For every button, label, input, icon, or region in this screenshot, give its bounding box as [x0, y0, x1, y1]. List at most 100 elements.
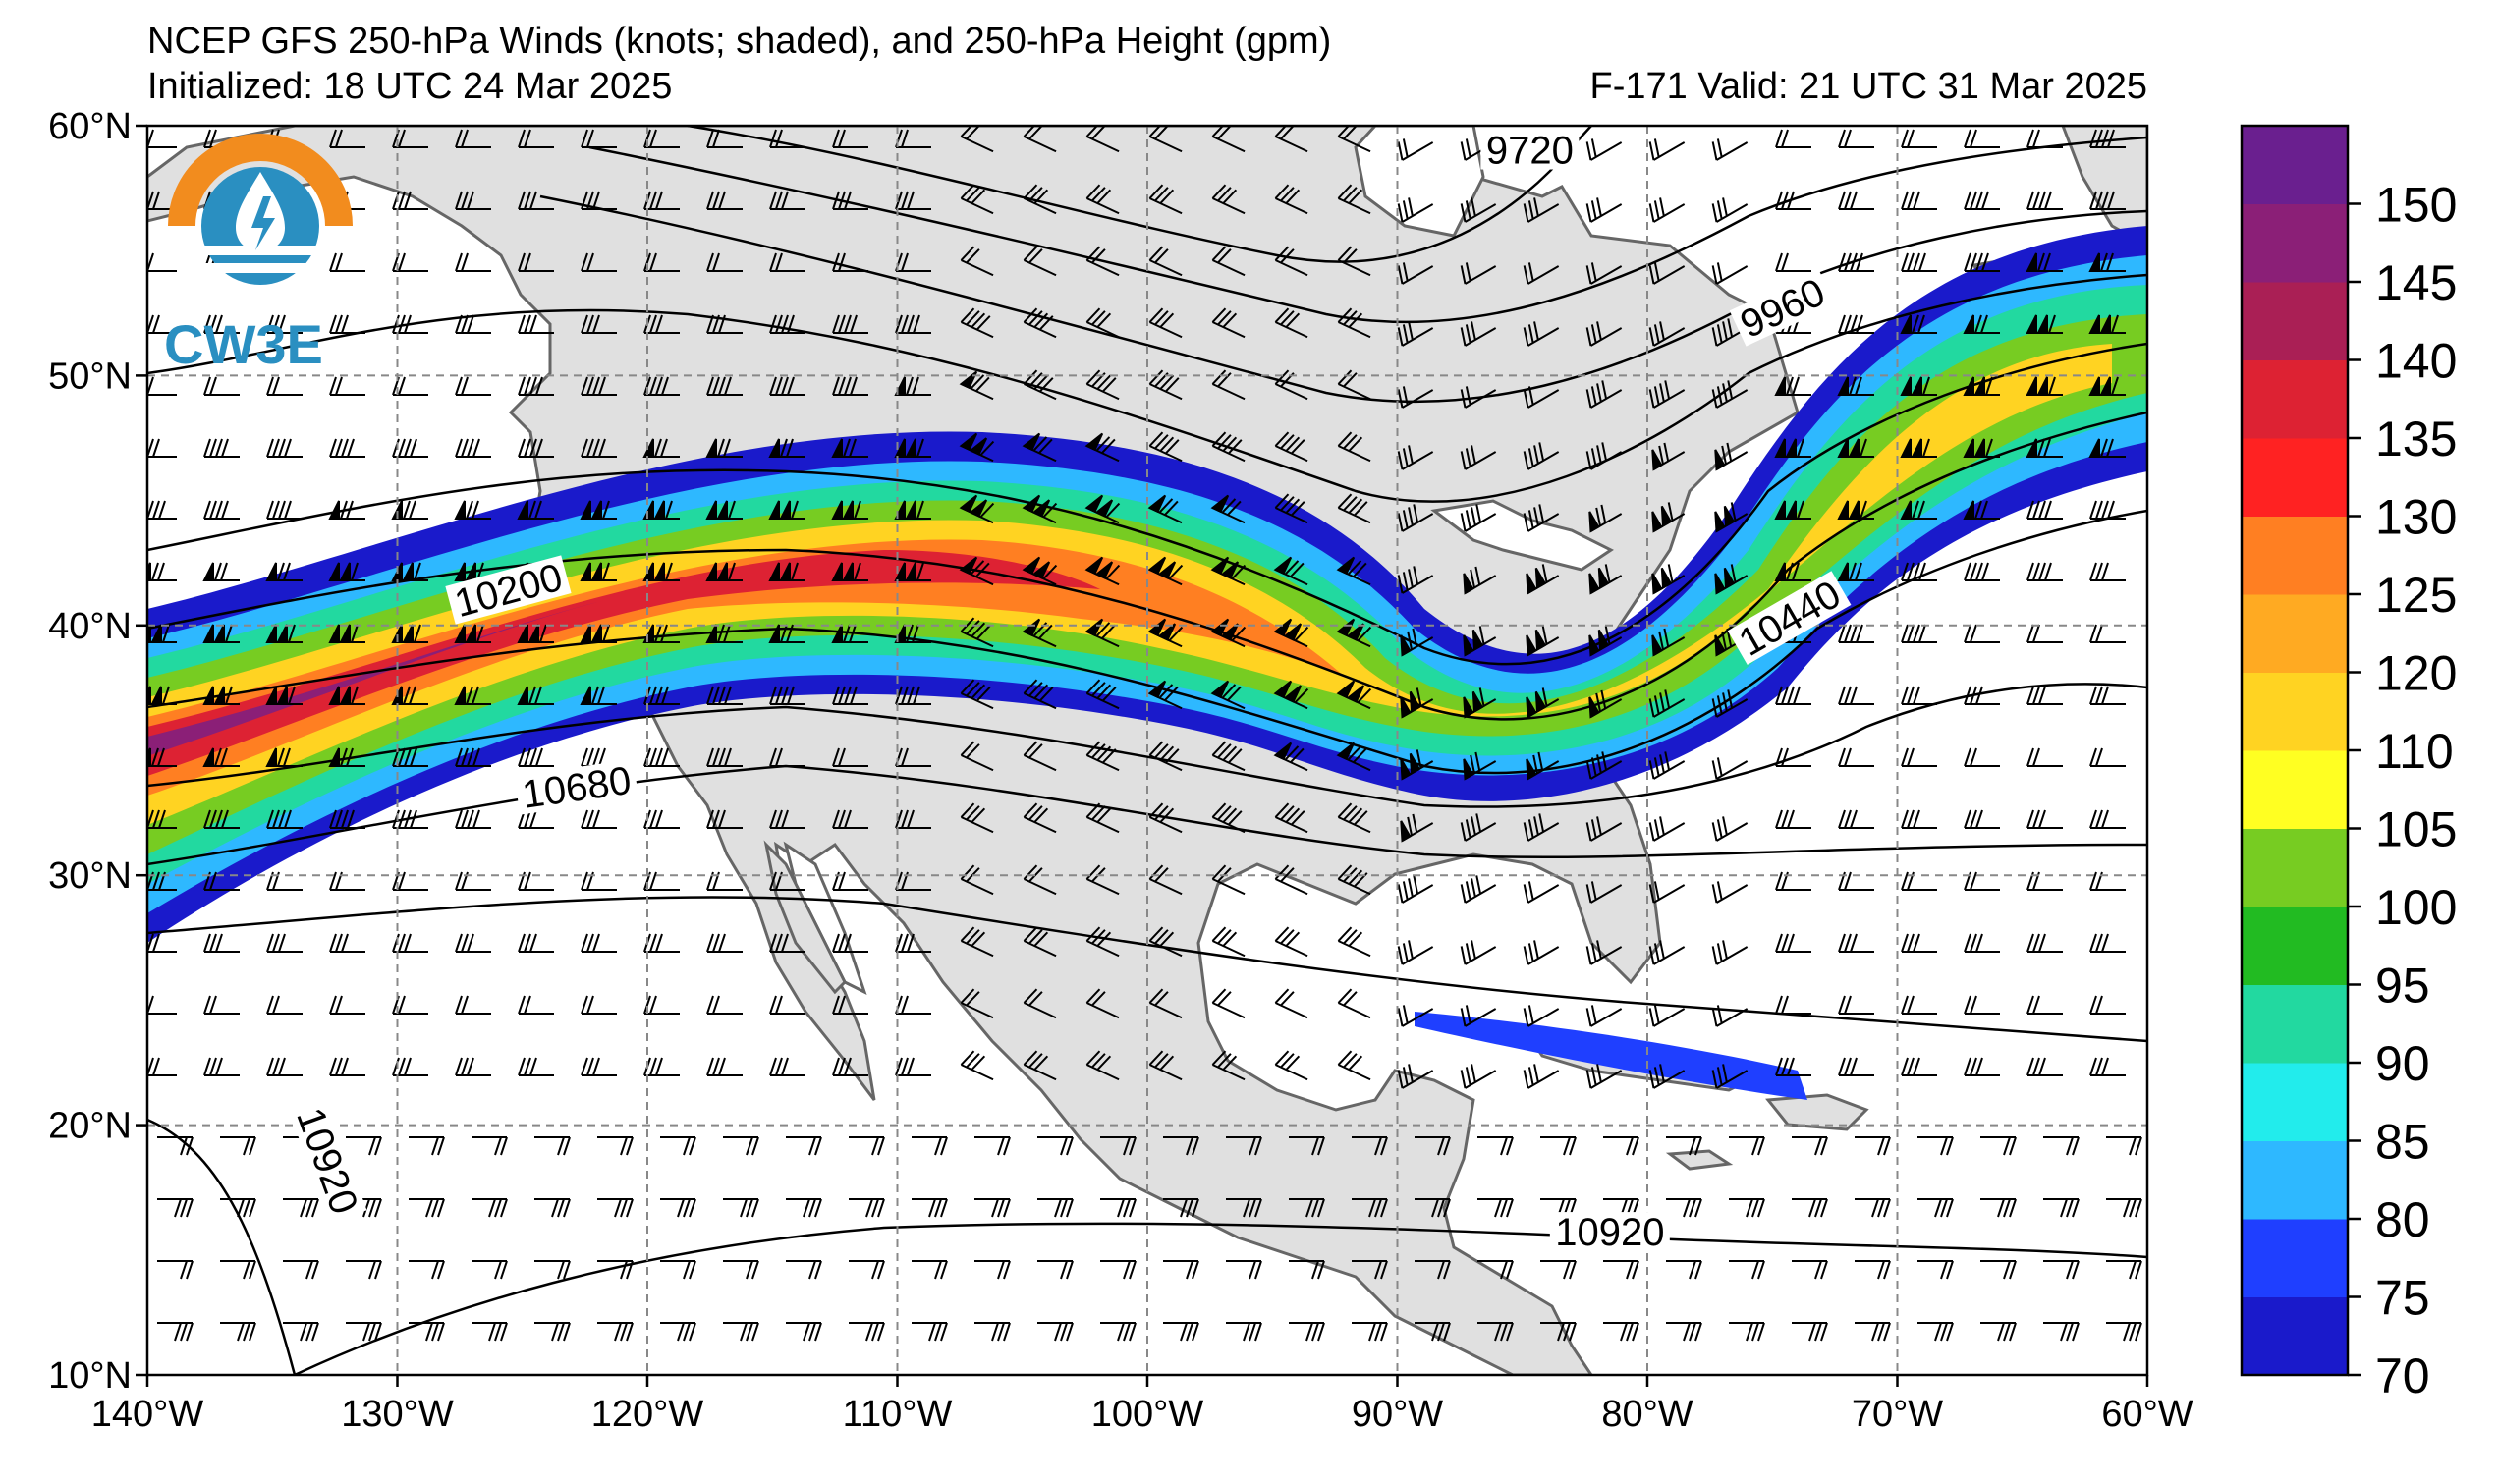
barb-flag	[969, 437, 988, 456]
barb-feather	[901, 747, 909, 767]
barb-flag	[1534, 690, 1547, 714]
wind-barb	[1901, 191, 1937, 210]
barb-feather	[895, 191, 903, 210]
barb-feather	[1311, 1198, 1319, 1218]
barb-feather	[1775, 252, 1783, 272]
barb-flag	[1588, 573, 1600, 595]
wind-barb	[1226, 1136, 1262, 1156]
wind-barb	[1211, 369, 1246, 401]
barb-feather	[1844, 129, 1852, 148]
barb-feather	[1922, 376, 1930, 396]
barb-feather	[1838, 129, 1846, 148]
barb-feather	[2026, 500, 2034, 520]
barb-feather	[665, 562, 673, 581]
barb-feather	[775, 1057, 783, 1076]
barb-feather	[895, 686, 903, 705]
barb-feather	[351, 686, 359, 705]
barb-feather	[1590, 448, 1597, 467]
wind-barb	[1210, 680, 1246, 710]
wind-barb	[1460, 504, 1497, 532]
barb-feather	[162, 686, 170, 705]
wind-barb	[581, 438, 617, 458]
wind-barb	[1084, 494, 1121, 524]
barb-feather	[838, 191, 846, 210]
barb-feather	[1222, 931, 1238, 947]
barb-feather	[1165, 439, 1180, 455]
barb-flag	[1723, 505, 1736, 528]
barb-feather	[1085, 246, 1101, 261]
barb-feather	[1527, 881, 1534, 901]
map-axes: 140°W 130°W 120°W 110°W 100°W 90°W 80°W 70°W 60°…	[48, 106, 2193, 1435]
wind-barb	[706, 1057, 743, 1076]
barb-feather	[775, 933, 783, 953]
wind-barb	[1337, 369, 1371, 401]
colorbar-tick-label: 70	[2375, 1348, 2430, 1403]
barb-flag	[1837, 500, 1849, 520]
barb-feather	[728, 500, 736, 520]
barb-flag	[517, 686, 528, 705]
barb-feather	[1028, 248, 1043, 264]
barb-feather	[1343, 991, 1358, 1007]
barb-feather	[1280, 805, 1295, 821]
barb-flag	[1714, 511, 1726, 533]
barb-feather	[786, 624, 794, 643]
wind-barb	[1964, 933, 2000, 953]
barb-feather	[1975, 191, 1983, 210]
wind-barb	[786, 1322, 822, 1342]
barb-feather	[787, 686, 795, 705]
wind-barb	[1523, 386, 1560, 409]
barb-flag	[339, 624, 351, 643]
logo-lightning-icon	[251, 196, 275, 250]
barb-feather	[1091, 310, 1106, 326]
wind-barb	[1729, 1322, 1765, 1342]
barb-feather	[1397, 513, 1404, 532]
barb-feather	[877, 1260, 885, 1280]
barb-flag	[1588, 696, 1600, 719]
barb-feather	[1003, 1322, 1011, 1342]
barb-feather	[335, 252, 343, 272]
barb-feather	[1730, 502, 1737, 522]
barb-feather	[2089, 871, 2097, 891]
barb-feather	[1460, 1070, 1467, 1089]
wind-barb	[1460, 940, 1497, 965]
colorbar-segment	[2242, 984, 2348, 1064]
barb-flag	[1031, 561, 1051, 579]
barb-feather	[1970, 252, 1977, 272]
barb-flag	[1660, 505, 1673, 528]
barb-feather	[832, 191, 840, 210]
wind-barb	[1774, 562, 1811, 581]
barb-feather	[971, 622, 986, 637]
wind-barb	[660, 1136, 696, 1156]
barb-feather	[844, 191, 852, 210]
barb-feather	[706, 314, 714, 334]
barb-feather	[1028, 743, 1043, 759]
barb-feather	[1838, 314, 1846, 334]
barb-feather	[1348, 436, 1363, 452]
barb-feather	[1523, 1070, 1529, 1089]
barb-feather	[1437, 1322, 1445, 1342]
barb-feather	[592, 191, 600, 210]
barb-feather	[849, 624, 857, 643]
barb-feather	[1716, 324, 1723, 344]
wind-barb	[1477, 1260, 1514, 1280]
barb-feather	[2032, 809, 2040, 829]
wind-barb	[960, 617, 994, 648]
barb-feather	[278, 933, 286, 953]
wind-barb	[328, 562, 365, 581]
wind-barb	[832, 933, 868, 953]
height-contour-9840	[588, 136, 2147, 324]
barb-feather	[1658, 445, 1664, 465]
barb-feather	[1667, 564, 1674, 583]
barb-feather	[1274, 802, 1290, 818]
barb-feather	[1653, 819, 1660, 839]
wind-barb	[832, 376, 868, 396]
colorbar-segment	[2242, 516, 2348, 595]
barb-feather	[1541, 564, 1548, 583]
barb-feather	[979, 502, 995, 518]
barb-feather	[838, 809, 846, 829]
barb-feather	[2009, 1322, 2017, 1342]
barb-feather	[991, 1322, 999, 1342]
wind-barb	[454, 500, 491, 520]
barb-feather	[1023, 246, 1038, 261]
barb-feather	[2038, 1057, 2046, 1076]
